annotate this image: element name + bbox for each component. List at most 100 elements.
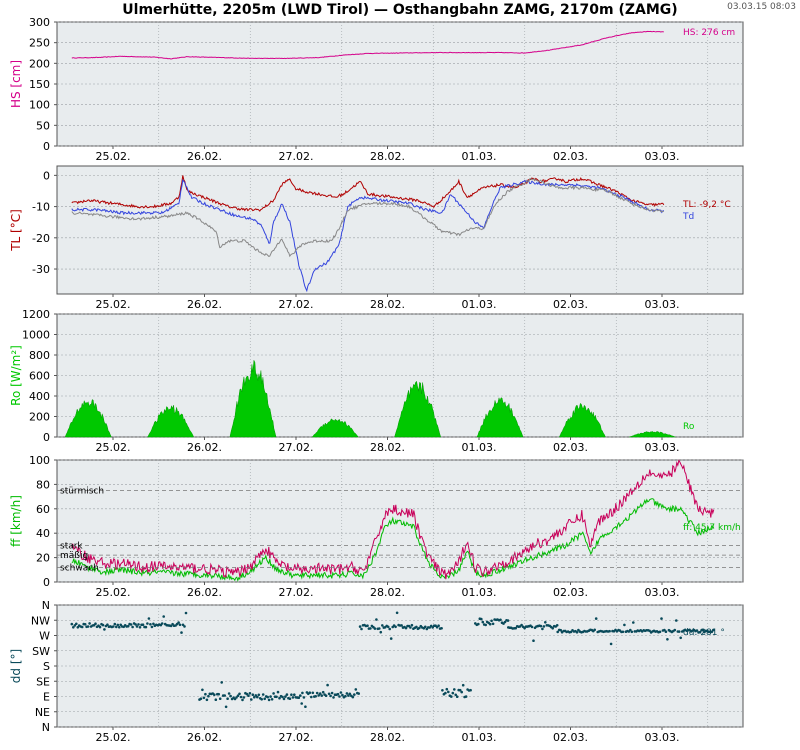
plot-area: [56, 21, 744, 147]
wind-direction-point: [304, 705, 307, 708]
wind-direction-point: [86, 625, 90, 628]
wind-direction-point: [556, 630, 559, 634]
wind-direction-point: [213, 693, 216, 696]
y-tick-label: E: [43, 691, 50, 704]
wind-direction-point: [267, 698, 271, 702]
wind-direction-point: [227, 692, 231, 695]
wind-direction-point: [285, 693, 289, 696]
wind-direction-point: [695, 629, 699, 632]
x-tick-label: 26.02.: [187, 441, 222, 454]
x-tick-label: 02.03.: [553, 586, 588, 599]
wind-direction-point: [542, 625, 546, 628]
series-line-tl: [71, 175, 665, 212]
wind-direction-point: [455, 695, 459, 698]
y-tick-label: -10: [32, 201, 50, 214]
wind-direction-point: [440, 627, 443, 630]
wind-direction-point: [314, 695, 318, 698]
wind-direction-point: [378, 627, 381, 630]
y-tick-label: 800: [29, 349, 50, 362]
wind-direction-point: [353, 693, 356, 696]
wind-direction-point: [499, 618, 502, 622]
wind-direction-point: [106, 623, 109, 626]
threshold-label: mäßig: [60, 551, 88, 561]
radiation-area: [476, 396, 524, 438]
wind-direction-point: [664, 630, 668, 633]
x-tick-label: 01.03.: [462, 586, 497, 599]
wind-direction-point: [315, 691, 319, 695]
wind-direction-point: [444, 691, 447, 695]
series-end-label: Ro: [683, 422, 695, 432]
wind-direction-point: [698, 630, 702, 634]
y-axis-label: dd [°]: [9, 649, 23, 683]
wind-direction-point: [177, 621, 180, 624]
wind-direction-point: [458, 688, 462, 692]
wind-direction-point: [199, 697, 203, 700]
wind-direction-point: [675, 619, 678, 622]
wind-direction-point: [218, 697, 222, 700]
wind-direction-point: [293, 693, 296, 696]
wind-direction-point: [290, 693, 293, 696]
wind-direction-point: [207, 694, 210, 698]
y-tick-label: 0: [43, 431, 50, 444]
wind-direction-point: [141, 623, 145, 626]
wind-direction-point: [623, 623, 626, 627]
radiation-area: [64, 399, 112, 438]
wind-direction-point: [338, 695, 341, 698]
y-tick-label: SE: [36, 675, 50, 688]
x-tick-label: 03.03.: [645, 586, 680, 599]
wind-direction-point: [445, 687, 449, 691]
x-tick-label: 03.03.: [645, 441, 680, 454]
wind-direction-point: [317, 694, 321, 697]
wind-direction-point: [701, 628, 705, 632]
wind-direction-point: [464, 695, 468, 698]
wind-direction-point: [358, 625, 362, 628]
wind-direction-point: [454, 693, 458, 697]
wind-direction-point: [608, 629, 611, 633]
wind-direction-point: [379, 630, 383, 634]
wind-direction-point: [555, 624, 559, 627]
wind-direction-point: [491, 622, 495, 626]
wind-direction-point: [594, 617, 598, 620]
wind-direction-point: [308, 691, 312, 694]
wind-direction-point: [251, 693, 255, 696]
wind-direction-point: [255, 695, 259, 699]
wind-direction-point: [409, 626, 412, 629]
wind-direction-point: [241, 698, 244, 702]
y-tick-label: N: [42, 721, 50, 734]
wind-direction-point: [575, 631, 579, 634]
y-tick-label: SW: [32, 645, 50, 658]
wind-direction-point: [677, 630, 681, 633]
wind-direction-point: [135, 625, 139, 628]
wind-direction-point: [660, 617, 663, 620]
series-end-label: ff: 45,7 km/h: [683, 523, 741, 533]
wind-direction-point: [288, 697, 292, 700]
threshold-label: schwach: [60, 563, 99, 573]
wind-direction-point: [477, 622, 480, 626]
y-tick-label: N: [42, 599, 50, 612]
wind-direction-point: [593, 628, 596, 632]
wind-direction-point: [144, 625, 148, 629]
y-tick-label: 200: [29, 411, 50, 424]
wind-direction-point: [632, 621, 635, 624]
y-tick-label: 1200: [22, 308, 50, 321]
wind-direction-point: [629, 628, 632, 632]
wind-direction-point: [116, 623, 120, 627]
wind-direction-point: [235, 696, 238, 699]
wind-direction-point: [394, 625, 397, 629]
x-tick-label: 02.03.: [553, 150, 588, 163]
wind-direction-point: [450, 695, 453, 698]
wind-direction-point: [415, 625, 418, 629]
wind-direction-point: [254, 694, 258, 697]
wind-direction-point: [520, 623, 523, 627]
y-tick-label: 60: [36, 503, 50, 516]
wind-direction-point: [119, 623, 122, 627]
wind-direction-point: [321, 690, 325, 694]
wind-direction-point: [348, 692, 352, 696]
y-tick-label: 100: [29, 454, 50, 467]
wind-direction-point: [281, 695, 284, 699]
wind-direction-point: [253, 695, 256, 699]
wind-direction-point: [609, 642, 613, 646]
wind-direction-point: [551, 627, 554, 630]
wind-direction-point: [98, 625, 102, 629]
